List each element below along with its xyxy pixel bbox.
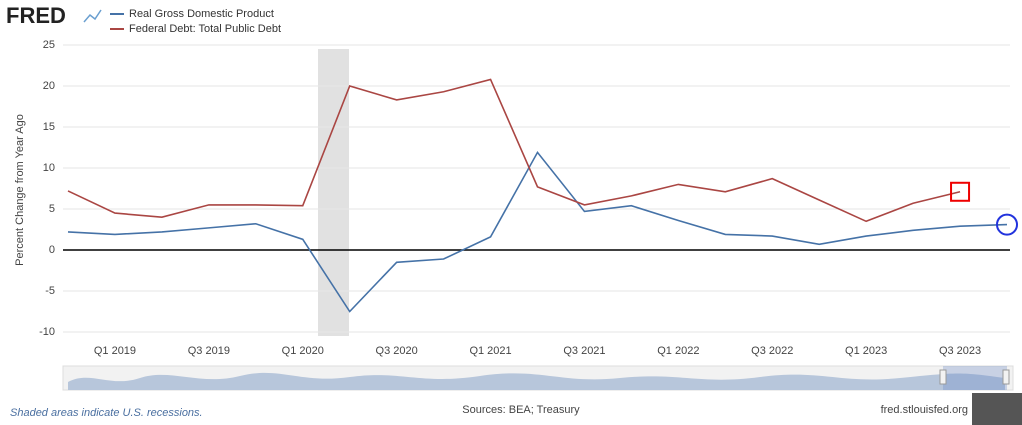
logo-icon — [83, 9, 102, 23]
x-tick-label: Q1 2022 — [657, 345, 699, 357]
x-tick-label: Q1 2020 — [282, 345, 324, 357]
y-tick-label: 5 — [49, 203, 55, 215]
y-tick-label: 0 — [49, 244, 55, 256]
y-tick-label: 25 — [43, 39, 55, 51]
recession-shade — [318, 49, 349, 336]
x-tick-label: Q1 2021 — [469, 345, 511, 357]
x-tick-label: Q3 2020 — [376, 345, 418, 357]
fullscreen-button[interactable] — [972, 393, 1022, 425]
series-line — [67, 150, 1008, 313]
y-tick-label: 20 — [43, 80, 55, 92]
footer-note: Shaded areas indicate U.S. recessions. — [10, 407, 203, 419]
y-tick-label: -10 — [39, 326, 55, 338]
navigator — [62, 365, 1014, 391]
x-tick-label: Q3 2022 — [751, 345, 793, 357]
footer-sources: Sources: BEA; Treasury — [462, 404, 580, 416]
x-tick-label: Q3 2019 — [188, 345, 230, 357]
legend-label: Real Gross Domestic Product — [129, 8, 274, 20]
y-tick-label: 10 — [43, 162, 55, 174]
hover-marker — [996, 213, 1018, 236]
y-tick-label: -5 — [45, 285, 55, 297]
hover-marker — [950, 181, 971, 202]
x-tick-label: Q1 2019 — [94, 345, 136, 357]
y-tick-label: 15 — [43, 121, 55, 133]
series-line — [67, 78, 961, 223]
x-tick-label: Q3 2021 — [563, 345, 605, 357]
x-tick-label: Q3 2023 — [939, 345, 981, 357]
x-tick-label: Q1 2023 — [845, 345, 887, 357]
brand-logo: FRED — [6, 3, 66, 28]
legend-label: Federal Debt: Total Public Debt — [129, 23, 281, 35]
y-axis-label: Percent Change from Year Ago — [14, 114, 26, 266]
footer-site: fred.stlouisfed.org — [881, 404, 968, 416]
